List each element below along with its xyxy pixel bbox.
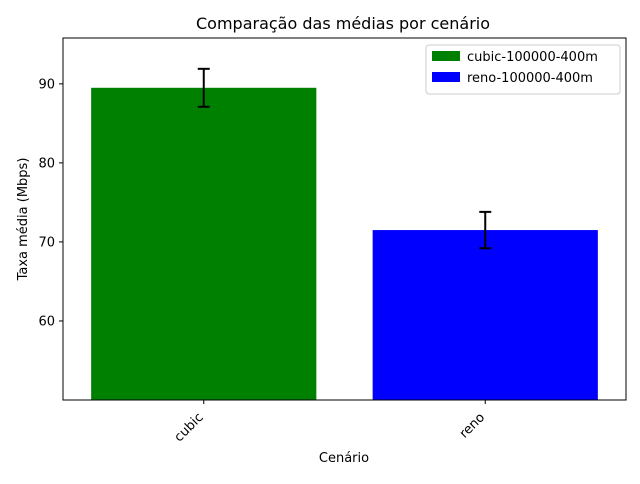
- legend-swatch-reno: [432, 72, 460, 82]
- y-axis-title: Taxa média (Mbps): [16, 158, 31, 282]
- legend: cubic-100000-400m reno-100000-400m: [425, 44, 621, 95]
- legend-box: [425, 44, 621, 95]
- y-tick-label-80: 80: [38, 156, 55, 171]
- y-tick-label-90: 90: [38, 77, 55, 92]
- y-tick-label-70: 70: [38, 235, 55, 250]
- errorbars-layer: [197, 67, 492, 250]
- legend-label-reno: reno-100000-400m: [467, 71, 593, 86]
- bar-reno: [372, 230, 598, 400]
- x-tick-label-reno: reno: [457, 410, 488, 441]
- legend-swatch-cubic: [432, 51, 460, 61]
- y-axis: 60 70 80 90: [38, 77, 63, 329]
- bar-cubic: [91, 87, 317, 400]
- legend-label-cubic: cubic-100000-400m: [467, 50, 598, 65]
- y-tick-label-60: 60: [38, 314, 55, 329]
- x-tick-label-cubic: cubic: [172, 410, 207, 445]
- chart-title: Comparação das médias por cenário: [196, 14, 490, 33]
- plot-frame: [62, 37, 627, 401]
- x-axis-title: Cenário: [319, 451, 369, 466]
- x-axis: cubic reno: [172, 400, 488, 445]
- bars-layer: [91, 87, 598, 400]
